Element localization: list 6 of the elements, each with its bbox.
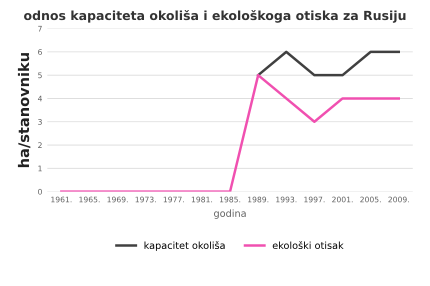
legend-label: ekološki otisak <box>272 241 344 250</box>
x-axis-title: godina <box>214 209 246 219</box>
y-axis-title: ha/stanovniku <box>18 53 30 168</box>
chart-title: odnos kapaciteta okoliša i ekološkoga otiska za Rusiju <box>24 10 406 23</box>
legend-label: kapacitet okoliša <box>144 241 225 251</box>
line-series <box>60 74 400 192</box>
